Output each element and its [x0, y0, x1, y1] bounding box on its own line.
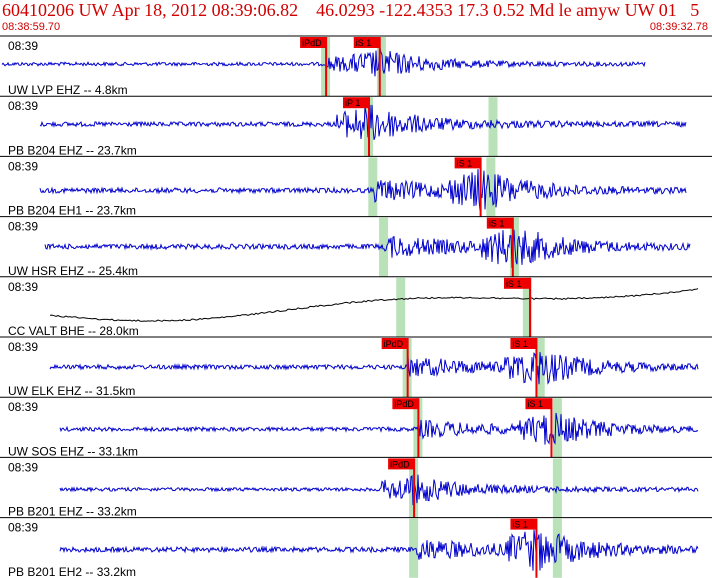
pick-label: iPdD — [384, 339, 404, 349]
station-label: PB B204 EHZ -- 23.7km — [8, 143, 137, 157]
station-label: UW ELK EHZ -- 31.5km — [8, 384, 135, 398]
trace-panel: iS 1 08:39 PB B204 EH1 -- 23.7km — [0, 155, 712, 218]
pick-label-box — [353, 37, 380, 48]
station-label: CC VALT BHE -- 28.0km — [8, 324, 139, 338]
pick-label: iS 1 — [457, 158, 473, 168]
waveform-trace — [39, 104, 687, 140]
phase-pick[interactable]: iS 1 — [510, 518, 538, 578]
trace-panel: iS 1 08:39 UW HSR EHZ -- 25.4km — [0, 216, 712, 278]
pick-window — [535, 338, 545, 398]
pick-label: iS 1 — [506, 279, 522, 289]
pick-label-box — [392, 398, 419, 410]
station-label: UW HSR EHZ -- 25.4km — [8, 264, 138, 278]
pick-window — [368, 157, 378, 217]
pick-label: iS 1 — [356, 38, 372, 48]
trace-panel: iS 1 08:39 PB B201 EH2 -- 33.2km — [0, 517, 712, 578]
pick-window — [486, 157, 496, 217]
pick-label-box — [300, 37, 327, 48]
phase-pick[interactable]: iS 1 — [510, 338, 538, 398]
panel-time-label: 08:39 — [8, 99, 38, 113]
waveform-trace — [1, 48, 646, 77]
pick-label: iS 1 — [512, 520, 528, 530]
trace-panel: iP 1 08:39 PB B204 EHZ -- 23.7km — [0, 95, 712, 157]
station-label: UW LVP EHZ -- 4.8km — [8, 83, 128, 97]
panel-time-label: 08:39 — [8, 521, 38, 535]
trace-panel: iS 1 08:39 CC VALT BHE -- 28.0km — [0, 276, 712, 338]
waveform-trace — [39, 169, 687, 211]
pick-label: iP 1 — [345, 98, 360, 108]
station-label: PB B201 EHZ -- 33.2km — [8, 505, 137, 519]
pick-label: iPdD — [302, 38, 322, 48]
pick-window — [409, 518, 419, 578]
waveform-trace — [59, 412, 699, 445]
waveform-trace — [49, 288, 699, 322]
trace-panel: iPdD iS 1 08:39 UW LVP EHZ -- 4.8km — [0, 35, 712, 97]
phase-pick[interactable]: iS 1 — [486, 217, 514, 277]
pick-label: iS 1 — [512, 339, 528, 349]
trace-panel: iPdD iS 1 08:39 UW SOS EHZ -- 33.1km — [0, 396, 712, 458]
pick-label-box — [503, 277, 530, 289]
panel-time-label: 08:39 — [8, 220, 38, 234]
window-end-time: 08:39:32.78 — [649, 21, 708, 33]
pick-label-box — [525, 398, 552, 410]
phase-pick[interactable]: iS 1 — [525, 398, 553, 458]
pick-label-box — [486, 217, 513, 229]
pick-label-box — [510, 518, 537, 530]
trace-panel: iPdD iS 1 08:39 UW ELK EHZ -- 31.5km — [0, 336, 712, 398]
event-title: 60410206 UW Apr 18, 2012 08:39:06.82 46.… — [2, 0, 700, 20]
phase-pick[interactable]: iP 1 — [343, 97, 371, 157]
panel-time-label: 08:39 — [8, 340, 38, 354]
pick-window — [552, 518, 562, 578]
phase-pick[interactable]: iS 1 — [454, 157, 482, 217]
phase-pick[interactable]: iPdD — [381, 338, 409, 398]
phase-pick[interactable]: iS 1 — [353, 37, 381, 97]
trace-panel: iPdD 08:39 PB B201 EHZ -- 33.2km — [0, 456, 712, 519]
pick-label-box — [454, 157, 481, 169]
pick-window — [379, 217, 389, 277]
waveform-trace — [59, 529, 699, 571]
waveform-trace — [44, 229, 691, 269]
pick-label-box — [343, 97, 370, 109]
phase-pick[interactable]: iS 1 — [503, 277, 531, 337]
pick-label: iS 1 — [527, 399, 543, 409]
event-header: 60410206 UW Apr 18, 2012 08:39:06.82 46.… — [0, 0, 712, 33]
station-label: UW SOS EHZ -- 33.1km — [8, 444, 138, 458]
pick-label: iS 1 — [489, 219, 505, 229]
panel-time-label: 08:39 — [8, 280, 38, 294]
pick-label-box — [388, 458, 415, 470]
panel-time-label: 08:39 — [8, 159, 38, 173]
station-label: PB B204 EH1 -- 23.7km — [8, 204, 136, 218]
pick-window — [376, 37, 386, 97]
pick-label-box — [381, 338, 408, 349]
panel-time-label: 08:39 — [8, 460, 38, 474]
pick-window — [552, 458, 562, 518]
phase-pick[interactable]: iPdD — [392, 398, 420, 458]
station-label: PB B201 EH2 -- 33.2km — [8, 565, 136, 578]
pick-window — [522, 277, 532, 337]
pick-label: iPdD — [394, 399, 414, 409]
pick-window — [552, 398, 562, 458]
pick-label: iPdD — [390, 459, 410, 469]
waveform-trace — [49, 352, 699, 385]
pick-window — [488, 97, 498, 157]
phase-pick[interactable]: iPdD — [300, 37, 328, 97]
pick-label-box — [510, 338, 537, 349]
pick-window — [396, 277, 406, 337]
panel-time-label: 08:39 — [8, 39, 38, 53]
panel-time-label: 08:39 — [8, 400, 38, 414]
phase-pick[interactable]: iPdD — [388, 458, 416, 518]
waveform-trace — [59, 474, 699, 506]
window-start-time: 08:38:59.70 — [2, 21, 61, 33]
